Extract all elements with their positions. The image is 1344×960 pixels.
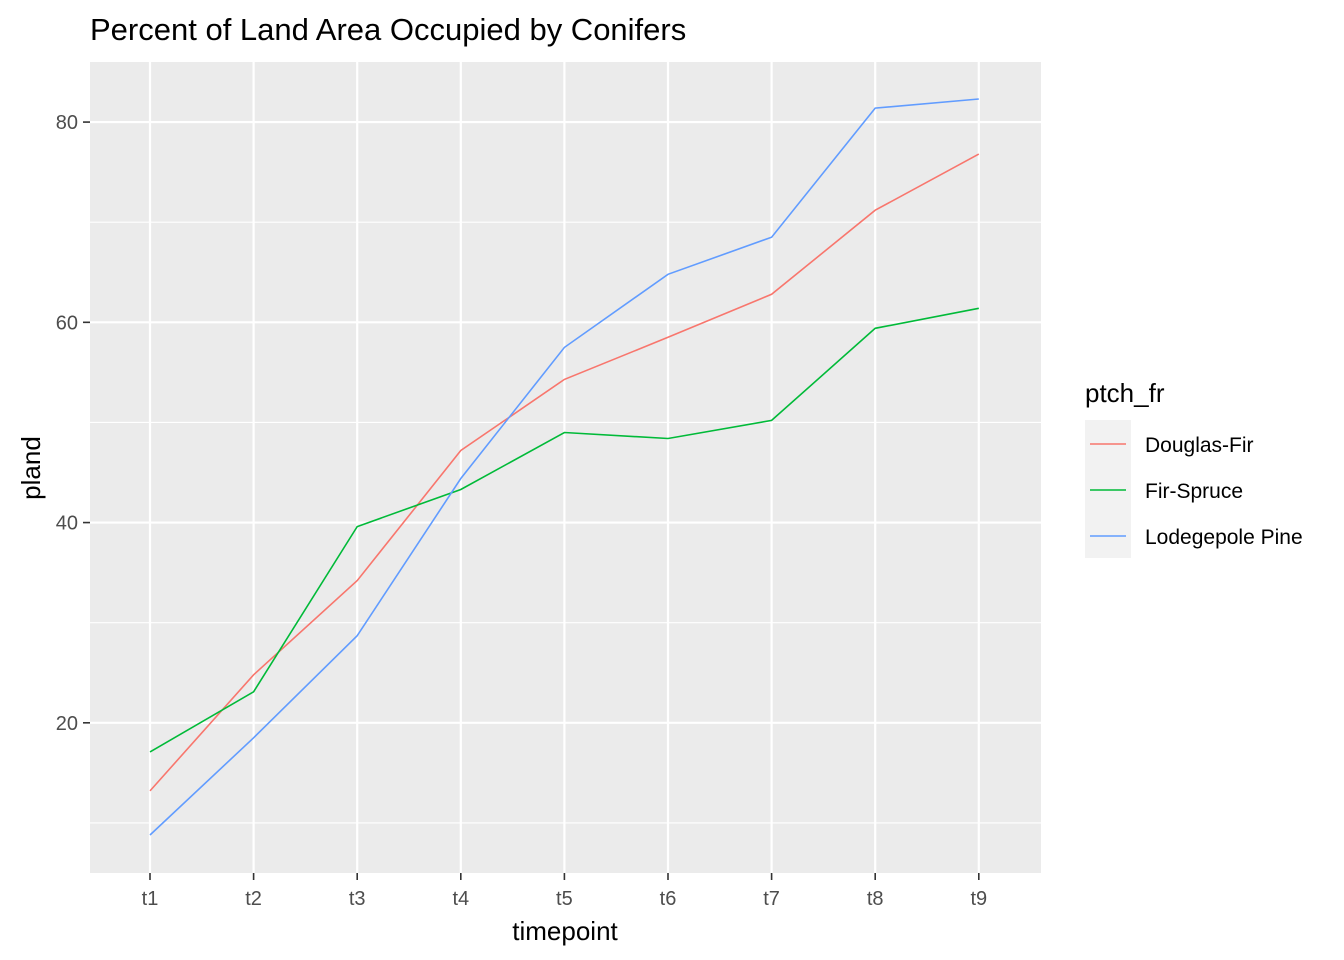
legend-title: ptch_fr xyxy=(1085,378,1165,408)
y-axis-title: pland xyxy=(16,436,46,500)
series-line-fir-spruce xyxy=(149,307,979,753)
legend: ptch_fr Douglas-Fir Fir-Spruce Lodegepole … xyxy=(1085,378,1303,558)
chart-title: Percent of Land Area Occupied by Conifer… xyxy=(90,12,686,47)
series-line-douglas-fir xyxy=(149,153,980,792)
x-tick-label: t6 xyxy=(660,888,677,910)
series-lines xyxy=(149,98,980,836)
legend-label: Douglas-Fir xyxy=(1145,434,1254,457)
y-tick-label: 80 xyxy=(56,112,78,134)
y-tick-label: 40 xyxy=(56,513,78,535)
x-tick-label: t8 xyxy=(867,888,884,910)
legend-label: Lodegepole Pine xyxy=(1145,526,1303,549)
x-axis: t1 t2 t3 t4 t5 t6 t7 t8 t9 xyxy=(142,873,987,910)
x-tick-label: t1 xyxy=(142,888,159,910)
x-tick-label: t9 xyxy=(970,888,987,910)
y-tick-label: 60 xyxy=(56,312,78,334)
x-tick-label: t4 xyxy=(452,888,469,910)
x-tick-label: t5 xyxy=(556,888,573,910)
series-line-lodegepole-pine xyxy=(149,98,979,836)
x-tick-label: t3 xyxy=(349,888,366,910)
y-axis: 20 40 60 80 xyxy=(56,112,90,735)
legend-label: Fir-Spruce xyxy=(1145,480,1243,503)
x-tick-label: t2 xyxy=(245,888,262,910)
x-tick-label: t7 xyxy=(763,888,780,910)
x-axis-title: timepoint xyxy=(512,916,618,946)
y-tick-label: 20 xyxy=(56,713,78,735)
legend-key-background xyxy=(1085,420,1131,558)
